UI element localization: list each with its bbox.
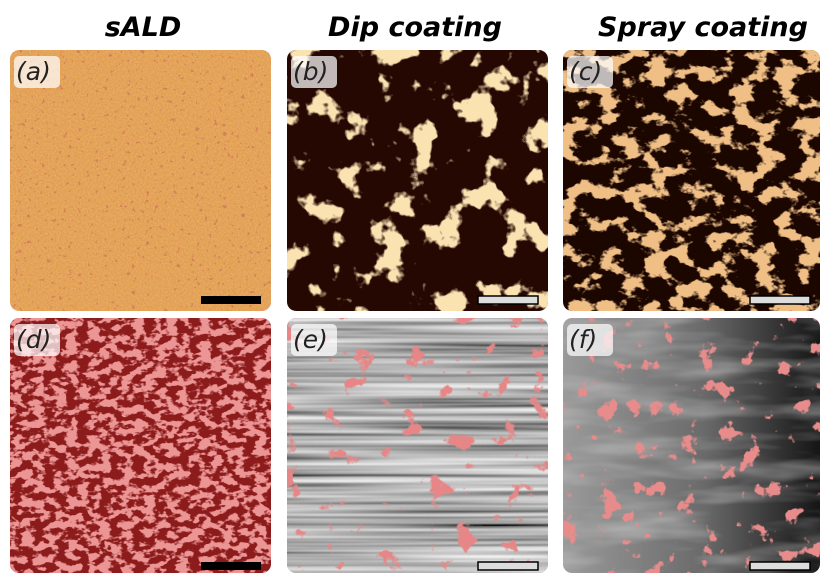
column-title: Dip coating — [328, 12, 502, 43]
panel-label: (d) — [16, 325, 51, 354]
scale-bar — [201, 562, 261, 570]
panel-label: (c) — [569, 57, 602, 86]
scale-bar — [201, 296, 261, 304]
panel-label: (e) — [293, 325, 328, 354]
figure: sALD Dip coating Spray coating (a) (b) (c) (d)… — [0, 0, 820, 573]
scale-bar — [750, 562, 810, 570]
scale-bar — [478, 562, 538, 570]
texture — [563, 318, 820, 573]
panel-label: (a) — [16, 57, 51, 86]
texture — [10, 50, 271, 311]
image-panel: (c) — [563, 50, 820, 311]
scale-bar — [750, 296, 810, 304]
panel-label: (f) — [569, 325, 597, 354]
image-panel: (d) — [10, 318, 271, 573]
scale-bar — [478, 296, 538, 304]
texture — [287, 50, 548, 311]
image-panel: (f) — [563, 318, 820, 573]
panel-label: (b) — [293, 57, 328, 86]
column-title: sALD — [105, 12, 182, 43]
image-panel: (e) — [287, 318, 548, 573]
column-title: Spray coating — [598, 12, 808, 43]
image-panel: (b) — [287, 50, 548, 311]
texture — [287, 318, 548, 573]
texture — [10, 318, 271, 573]
texture — [563, 50, 820, 311]
image-panel: (a) — [10, 50, 271, 311]
